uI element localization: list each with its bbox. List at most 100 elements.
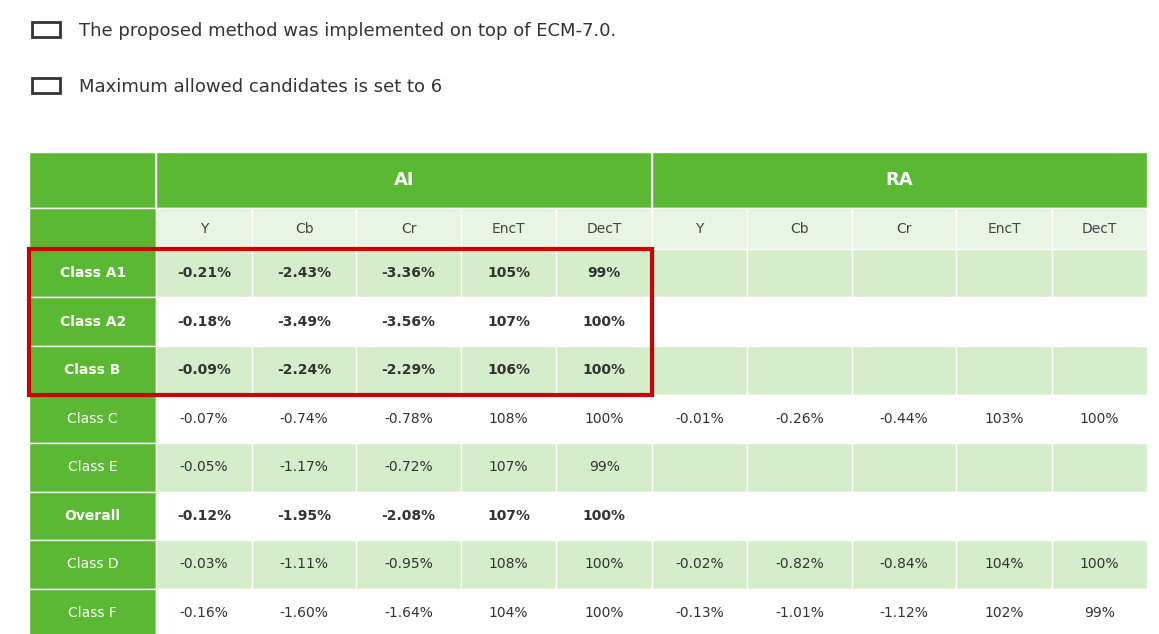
Bar: [651, 152, 1147, 209]
Bar: [556, 346, 651, 394]
Bar: [156, 491, 252, 540]
Bar: [252, 394, 356, 443]
Bar: [748, 297, 852, 346]
Bar: [1052, 209, 1147, 249]
Bar: [956, 540, 1052, 589]
Text: -3.49%: -3.49%: [277, 314, 331, 328]
Bar: [29, 491, 156, 540]
Bar: [29, 249, 651, 394]
Text: Overall: Overall: [65, 509, 121, 523]
Bar: [356, 209, 461, 249]
Bar: [852, 209, 956, 249]
Text: DecT: DecT: [586, 222, 621, 236]
Bar: [852, 443, 956, 491]
Bar: [29, 297, 156, 346]
Bar: [29, 443, 156, 491]
Text: -1.12%: -1.12%: [880, 606, 928, 620]
Text: 100%: 100%: [583, 509, 626, 523]
Text: 108%: 108%: [489, 557, 529, 571]
Bar: [556, 443, 651, 491]
Text: Cb: Cb: [294, 222, 313, 236]
Text: -0.02%: -0.02%: [676, 557, 724, 571]
Text: 99%: 99%: [589, 460, 620, 474]
Bar: [356, 491, 461, 540]
Bar: [651, 443, 748, 491]
Bar: [748, 209, 852, 249]
Text: -0.07%: -0.07%: [180, 412, 228, 426]
Text: -0.44%: -0.44%: [880, 412, 928, 426]
Bar: [651, 297, 748, 346]
Bar: [156, 540, 252, 589]
Bar: [748, 394, 852, 443]
Bar: [252, 589, 356, 634]
Text: The proposed method was implemented on top of ECM-7.0.: The proposed method was implemented on t…: [79, 22, 617, 40]
Bar: [32, 22, 60, 37]
Bar: [556, 491, 651, 540]
Bar: [356, 297, 461, 346]
Bar: [956, 249, 1052, 297]
Bar: [556, 209, 651, 249]
Bar: [252, 443, 356, 491]
Bar: [956, 346, 1052, 394]
Text: 107%: 107%: [487, 314, 530, 328]
Text: Class A1: Class A1: [59, 266, 126, 280]
Bar: [29, 346, 156, 394]
Bar: [1052, 491, 1147, 540]
Text: Cb: Cb: [790, 222, 809, 236]
Text: -1.64%: -1.64%: [384, 606, 433, 620]
Bar: [156, 152, 651, 209]
Text: -0.72%: -0.72%: [385, 460, 433, 474]
Text: 107%: 107%: [489, 460, 529, 474]
Text: -0.13%: -0.13%: [676, 606, 724, 620]
Text: 100%: 100%: [584, 606, 624, 620]
Bar: [556, 249, 651, 297]
Bar: [956, 589, 1052, 634]
Text: -1.60%: -1.60%: [279, 606, 328, 620]
Bar: [461, 443, 556, 491]
Bar: [1052, 346, 1147, 394]
Bar: [748, 589, 852, 634]
Bar: [651, 540, 748, 589]
Bar: [748, 540, 852, 589]
Bar: [356, 589, 461, 634]
Bar: [852, 297, 956, 346]
Text: Y: Y: [695, 222, 704, 236]
Text: -1.01%: -1.01%: [775, 606, 824, 620]
Text: -0.84%: -0.84%: [880, 557, 928, 571]
Bar: [556, 297, 651, 346]
Bar: [461, 249, 556, 297]
Text: -0.03%: -0.03%: [180, 557, 228, 571]
Bar: [651, 589, 748, 634]
Text: 106%: 106%: [487, 363, 530, 377]
Bar: [32, 78, 60, 93]
Bar: [29, 394, 156, 443]
Bar: [29, 152, 1147, 209]
Text: 100%: 100%: [583, 363, 626, 377]
Bar: [1052, 394, 1147, 443]
Bar: [651, 346, 748, 394]
Bar: [651, 249, 748, 297]
Bar: [852, 346, 956, 394]
Bar: [1052, 249, 1147, 297]
Text: -0.05%: -0.05%: [180, 460, 228, 474]
Bar: [156, 346, 252, 394]
Bar: [252, 540, 356, 589]
Text: 100%: 100%: [584, 412, 624, 426]
Text: -0.95%: -0.95%: [384, 557, 433, 571]
Bar: [252, 491, 356, 540]
Bar: [156, 249, 252, 297]
Bar: [461, 209, 556, 249]
Bar: [156, 589, 252, 634]
Text: 108%: 108%: [489, 412, 529, 426]
Bar: [748, 491, 852, 540]
Text: -2.24%: -2.24%: [277, 363, 331, 377]
Bar: [252, 209, 356, 249]
Bar: [156, 209, 252, 249]
Bar: [556, 394, 651, 443]
Bar: [29, 589, 156, 634]
Bar: [748, 249, 852, 297]
Text: 104%: 104%: [984, 557, 1023, 571]
Text: -0.18%: -0.18%: [177, 314, 231, 328]
Bar: [956, 297, 1052, 346]
Text: 107%: 107%: [487, 509, 530, 523]
